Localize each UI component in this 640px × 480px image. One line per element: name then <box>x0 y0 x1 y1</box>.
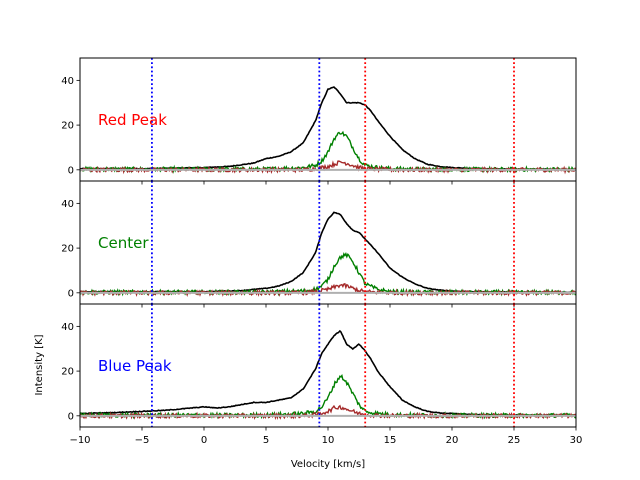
x-tick-label-2: 0 <box>201 435 207 446</box>
x-tick-label-1: −5 <box>135 435 150 446</box>
panel-2-y-tick-label-1: 20 <box>61 367 74 378</box>
x-tick-label-6: 20 <box>446 435 459 446</box>
panel-2-y-tick-label-2: 40 <box>61 322 74 333</box>
x-tick-label-0: −10 <box>69 435 90 446</box>
panel-0-y-tick-label-1: 20 <box>61 121 74 132</box>
x-axis-label: Velocity [km/s] <box>291 459 365 470</box>
panel-1-y-tick-label-2: 40 <box>61 199 74 210</box>
panels-layer: 0 20 40 Red Peak 0 20 40 Center 0 20 40 Blue Peak <box>61 57 577 431</box>
panel-2-label: Blue Peak <box>98 357 172 375</box>
panel-1-plot-area <box>80 181 576 304</box>
panel-1-y-tick-label-0: 0 <box>68 288 74 299</box>
y-axis-label: Intensity [K] <box>34 334 45 395</box>
panel-0-label: Red Peak <box>98 111 167 129</box>
panel-1-y-tick-label-1: 20 <box>61 244 74 255</box>
panel-2-plot-area <box>80 304 576 427</box>
x-tick-label-5: 15 <box>384 435 397 446</box>
x-tick-label-7: 25 <box>508 435 521 446</box>
panel-2-y-tick-label-0: 0 <box>68 411 74 422</box>
panel-1-label: Center <box>98 234 149 252</box>
panel-0-plot-area <box>80 58 576 181</box>
x-tick-label-4: 10 <box>322 435 335 446</box>
panel-0: 0 20 40 Red Peak <box>61 57 577 185</box>
panel-1-frame <box>79 180 577 305</box>
panel-0-y-tick-label-0: 0 <box>68 165 74 176</box>
x-axis: −10 −5 0 5 10 15 20 25 30 <box>69 435 582 446</box>
panel-0-y-tick-label-2: 40 <box>61 76 74 87</box>
panel-2: 0 20 40 Blue Peak <box>61 303 577 431</box>
x-tick-label-3: 5 <box>263 435 269 446</box>
x-tick-label-8: 30 <box>570 435 583 446</box>
panel-1: 0 20 40 Center <box>61 180 577 308</box>
